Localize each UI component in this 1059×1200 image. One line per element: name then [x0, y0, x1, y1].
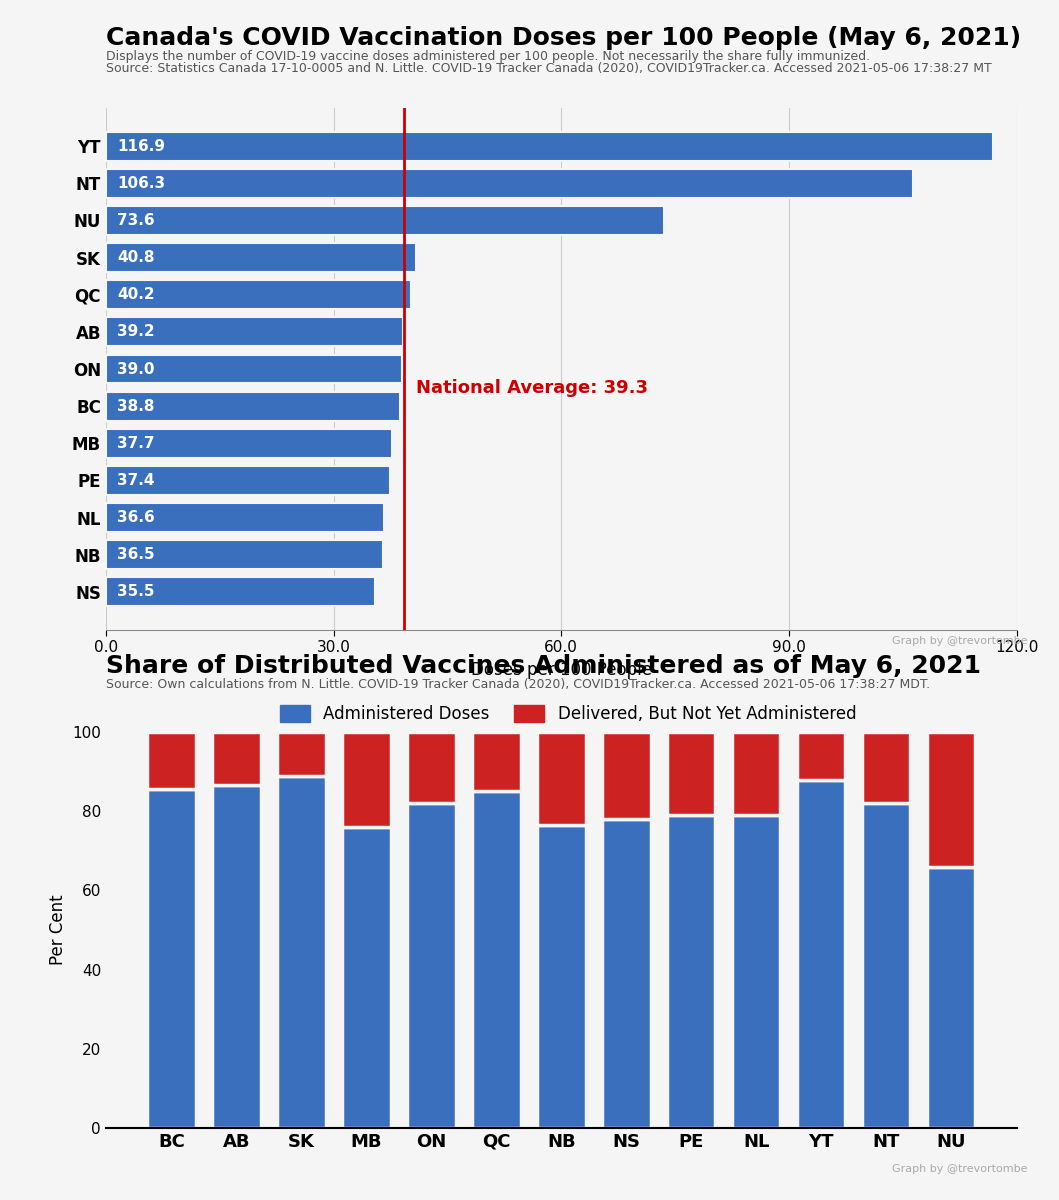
Bar	[862, 732, 911, 803]
Bar	[212, 732, 261, 786]
X-axis label: Doses per 100 People: Doses per 100 People	[471, 661, 651, 679]
Text: 35.5: 35.5	[118, 584, 155, 599]
Bar	[106, 391, 400, 421]
Bar	[106, 169, 913, 198]
Text: 40.2: 40.2	[118, 287, 155, 302]
Bar	[472, 792, 521, 1128]
Bar	[106, 317, 403, 347]
Bar	[537, 826, 586, 1128]
Bar	[927, 866, 975, 1128]
Text: 37.7: 37.7	[118, 436, 155, 451]
Text: Graph by @trevortombe: Graph by @trevortombe	[892, 1164, 1027, 1174]
Bar	[407, 732, 455, 803]
Bar	[106, 354, 402, 384]
Text: Displays the number of COVID-19 vaccine doses administered per 100 people. Not n: Displays the number of COVID-19 vaccine …	[106, 50, 870, 64]
Bar	[277, 732, 326, 775]
Text: Canada's COVID Vaccination Doses per 100 People (May 6, 2021): Canada's COVID Vaccination Doses per 100…	[106, 26, 1021, 50]
Text: 37.4: 37.4	[118, 473, 155, 488]
Text: 36.5: 36.5	[118, 547, 155, 562]
Text: Source: Own calculations from N. Little. COVID-19 Tracker Canada (2020), COVID19: Source: Own calculations from N. Little.…	[106, 678, 930, 691]
Bar	[106, 132, 993, 161]
Bar	[277, 775, 326, 1128]
Bar	[732, 732, 780, 815]
Bar	[106, 281, 411, 310]
Y-axis label: Per Cent: Per Cent	[49, 895, 67, 965]
Bar	[796, 732, 845, 780]
Legend: Administered Doses, Delivered, But Not Yet Administered: Administered Doses, Delivered, But Not Y…	[273, 698, 863, 730]
Bar	[927, 732, 975, 866]
Bar	[147, 732, 196, 790]
Bar	[106, 466, 390, 494]
Bar	[106, 577, 375, 606]
Text: Source: Statistics Canada 17-10-0005 and N. Little. COVID-19 Tracker Canada (202: Source: Statistics Canada 17-10-0005 and…	[106, 62, 991, 76]
Bar	[147, 790, 196, 1128]
Bar	[106, 540, 383, 569]
Bar	[796, 780, 845, 1128]
Text: Graph by @trevortombe: Graph by @trevortombe	[892, 636, 1027, 646]
Text: Share of Distributed Vaccines Administered as of May 6, 2021: Share of Distributed Vaccines Administer…	[106, 654, 981, 678]
Bar	[342, 732, 391, 827]
Bar	[732, 815, 780, 1128]
Bar	[106, 206, 664, 235]
Text: 36.6: 36.6	[118, 510, 155, 526]
Text: 73.6: 73.6	[118, 212, 155, 228]
Text: 116.9: 116.9	[118, 139, 165, 154]
Bar	[602, 732, 650, 820]
Bar	[472, 732, 521, 792]
Bar	[537, 732, 586, 826]
Bar	[106, 503, 383, 532]
Text: 40.8: 40.8	[118, 250, 155, 265]
Bar	[342, 827, 391, 1128]
Text: 39.2: 39.2	[118, 324, 155, 340]
Text: 38.8: 38.8	[118, 398, 155, 414]
Text: 39.0: 39.0	[118, 361, 155, 377]
Bar	[407, 803, 455, 1128]
Bar	[602, 820, 650, 1128]
Bar	[106, 244, 415, 272]
Text: 106.3: 106.3	[118, 176, 165, 191]
Bar	[212, 786, 261, 1128]
Bar	[667, 732, 716, 815]
Text: National Average: 39.3: National Average: 39.3	[415, 378, 647, 396]
Bar	[667, 815, 716, 1128]
Bar	[106, 428, 392, 457]
Bar	[862, 803, 911, 1128]
